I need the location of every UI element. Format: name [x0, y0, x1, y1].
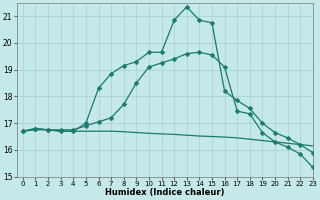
X-axis label: Humidex (Indice chaleur): Humidex (Indice chaleur): [105, 188, 224, 197]
